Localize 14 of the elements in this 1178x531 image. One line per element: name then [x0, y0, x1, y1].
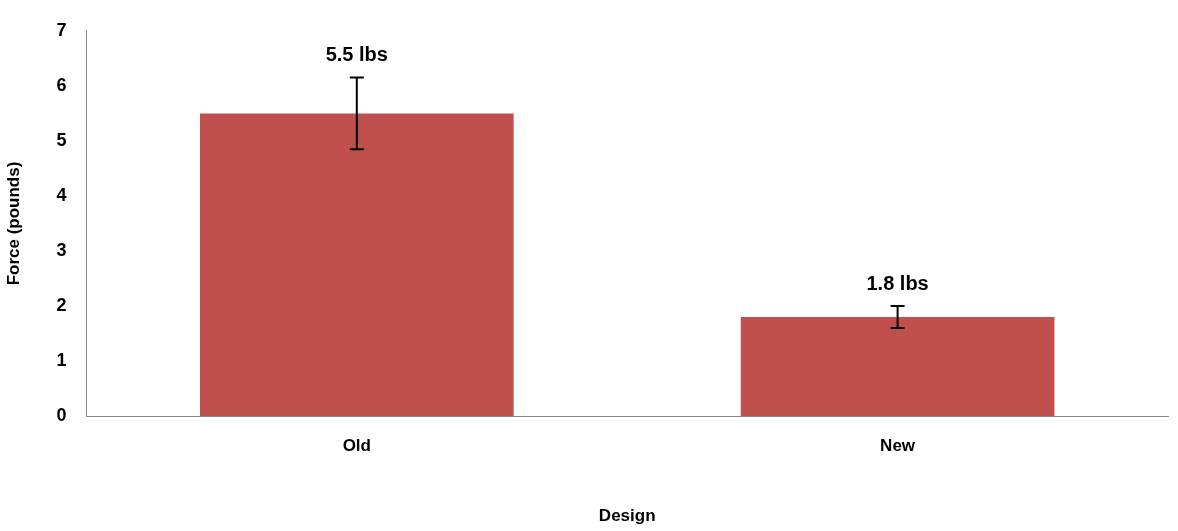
y-tick-label: 7 — [56, 19, 67, 40]
y-tick-label: 1 — [56, 350, 67, 371]
y-tick-label: 4 — [56, 184, 67, 205]
data-label: 5.5 lbs — [325, 43, 388, 66]
y-tick-label: 6 — [56, 74, 67, 95]
y-tick-label: 5 — [56, 129, 67, 150]
data-label: 1.8 lbs — [866, 271, 929, 294]
y-tick-label: 3 — [56, 240, 67, 260]
x-axis-title: Design — [598, 506, 656, 526]
y-tick-label: 2 — [56, 295, 67, 316]
y-tick-label: 0 — [56, 405, 67, 426]
x-tick-label: New — [880, 436, 916, 456]
y-axis-title: Force (pounds) — [3, 161, 23, 286]
x-tick-label: Old — [342, 436, 371, 456]
